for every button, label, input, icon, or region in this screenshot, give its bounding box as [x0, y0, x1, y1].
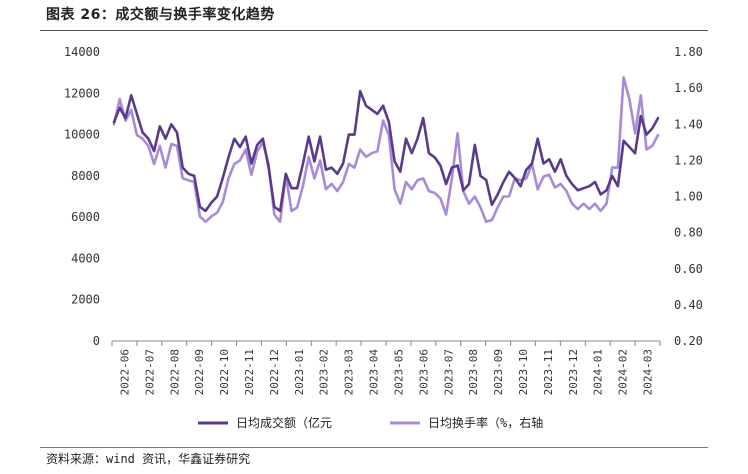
x-tick-label: 2022-10	[218, 349, 231, 395]
right-tick-label: 0.60	[674, 262, 703, 276]
left-tick-label: 14000	[64, 45, 100, 59]
x-tick-label: 2022-06	[118, 349, 131, 395]
left-tick-label: 6000	[71, 210, 100, 224]
left-tick-label: 12000	[64, 86, 100, 100]
source-note: 资料来源：wind 资讯，华鑫证券研究	[46, 452, 251, 466]
x-tick-label: 2022-11	[243, 349, 256, 395]
x-tick-label: 2022-07	[143, 349, 156, 395]
left-tick-label: 4000	[71, 251, 100, 265]
x-tick-label: 2023-09	[492, 349, 505, 395]
x-tick-label: 2023-07	[442, 349, 455, 395]
right-tick-label: 1.00	[674, 190, 703, 204]
axes: 0 2000 4000 6000 8000 10000 12000 14000 0.20 0.40…	[64, 45, 703, 395]
right-tick-label: 0.80	[674, 226, 703, 240]
x-tick-label: 2022-08	[168, 349, 181, 395]
left-tick-label: 2000	[71, 293, 100, 307]
x-tick-label: 2023-11	[542, 349, 555, 395]
legend-label: 日均换手率（%，右轴	[428, 415, 543, 430]
x-tick-label: 2022-12	[268, 349, 281, 395]
right-tick-label: 1.40	[674, 117, 703, 131]
x-tick-label: 2024-02	[617, 349, 630, 395]
series-lines	[112, 76, 660, 224]
right-tick-label: 1.80	[674, 45, 703, 59]
x-tick-label: 2023-12	[567, 349, 580, 395]
x-tick-label: 2023-06	[417, 349, 430, 395]
legend-label: 日均成交额（亿元	[236, 415, 332, 430]
left-tick-label: 0	[93, 334, 100, 348]
x-tick-label: 2022-09	[193, 349, 206, 395]
x-tick-label: 2023-04	[368, 349, 381, 396]
legend: 日均成交额（亿元 日均换手率（%，右轴	[198, 415, 543, 430]
right-tick-label: 1.20	[674, 153, 703, 167]
turnover-rate-line	[112, 76, 660, 224]
right-tick-label: 0.40	[674, 298, 703, 312]
x-tick-label: 2024-03	[642, 349, 655, 395]
chart-title: 图表 26：成交额与换手率变化趋势	[46, 7, 275, 23]
x-tick-label: 2023-05	[392, 349, 405, 395]
bottom-rule	[40, 447, 708, 448]
x-tick-label: 2023-08	[467, 349, 480, 395]
x-tick-label: 2024-01	[592, 349, 605, 395]
right-tick-label: 1.60	[674, 81, 703, 95]
left-tick-label: 10000	[64, 128, 100, 142]
right-tick-label: 0.20	[674, 334, 703, 348]
x-tick-label: 2023-03	[343, 349, 356, 395]
left-tick-label: 8000	[71, 169, 100, 183]
x-tick-label: 2023-10	[517, 349, 530, 395]
x-tick-label: 2023-01	[293, 349, 306, 395]
x-tick-label: 2023-02	[318, 349, 331, 395]
top-rule	[40, 30, 708, 31]
turnover-amount-line	[112, 89, 660, 213]
